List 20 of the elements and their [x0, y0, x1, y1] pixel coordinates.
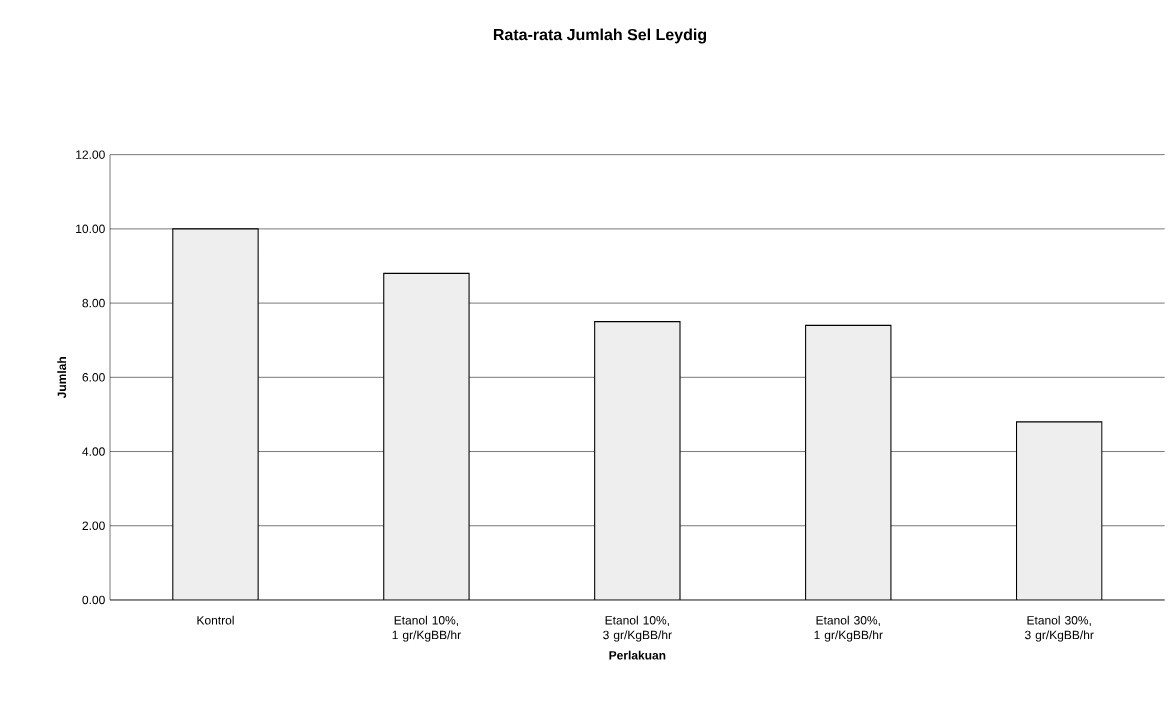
bar	[805, 324, 892, 600]
x-tick-label: Etanol 30%, 3 gr/KgBB/hr	[1024, 615, 1094, 642]
y-tick-label: 12.00	[76, 150, 105, 159]
x-tick-label: Etanol 30%, 1 gr/KgBB/hr	[814, 615, 883, 642]
y-tick-label: 10.00	[76, 224, 105, 234]
y-tick-label: 4.00	[82, 447, 105, 456]
bar	[172, 228, 259, 600]
x-axis-title: Perlakuan	[609, 650, 666, 660]
y-tick-label: 6.00	[82, 373, 105, 382]
chart-title: Rata-rata Jumlah Sel Leydig	[493, 28, 707, 44]
bar	[594, 321, 681, 600]
y-tick-label: 0.00	[82, 595, 105, 605]
bar	[1015, 421, 1103, 600]
y-tick-label: 8.00	[82, 298, 105, 308]
y-axis-title: Jumlah	[57, 357, 67, 399]
bar	[383, 272, 470, 600]
y-tick-label: 2.00	[82, 521, 105, 531]
x-tick-label: Kontrol	[197, 615, 234, 625]
x-tick-label: Etanol 10%, 1 gr/KgBB/hr	[392, 615, 461, 642]
x-tick-label: Etanol 10%, 3 gr/KgBB/hr	[603, 615, 672, 642]
